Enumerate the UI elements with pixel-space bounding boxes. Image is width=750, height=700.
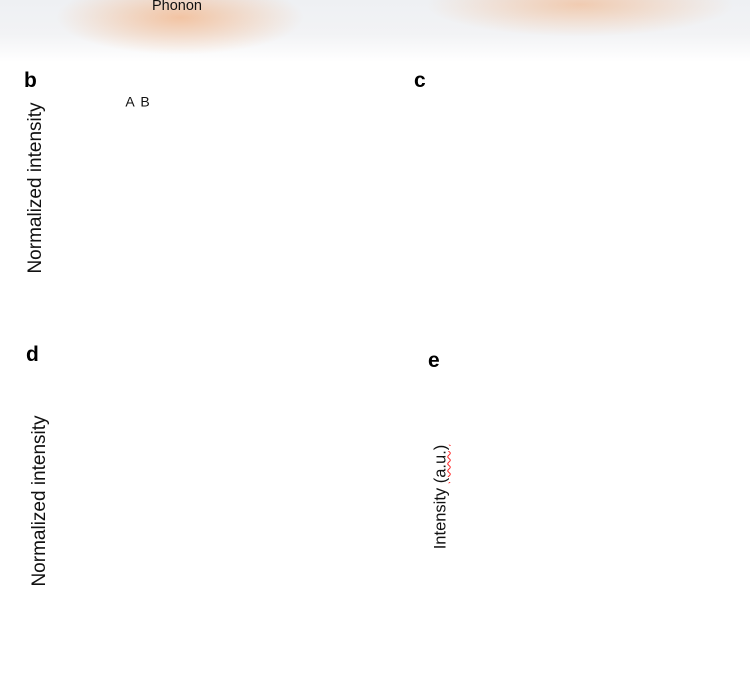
panel-b-ylabel: Normalized intensity xyxy=(25,102,47,274)
panel-a-strip: Phonon xyxy=(0,0,750,62)
panel-e-ylabel: Intensity (a.u.) xyxy=(431,444,450,550)
panel-letter-e: e xyxy=(428,349,440,372)
panel-letter-b: b xyxy=(24,69,37,92)
peak-b-annotation: B xyxy=(140,93,150,110)
panel-letter-c: c xyxy=(414,69,426,92)
peak-a-annotation: A xyxy=(125,93,135,110)
phonon-label: Phonon xyxy=(152,0,202,14)
panel-letter-d: d xyxy=(26,343,39,366)
panel-e-ylabel-au: (a.u.) xyxy=(431,444,450,484)
panel-d-ylabel: Normalized intensity xyxy=(29,415,51,587)
